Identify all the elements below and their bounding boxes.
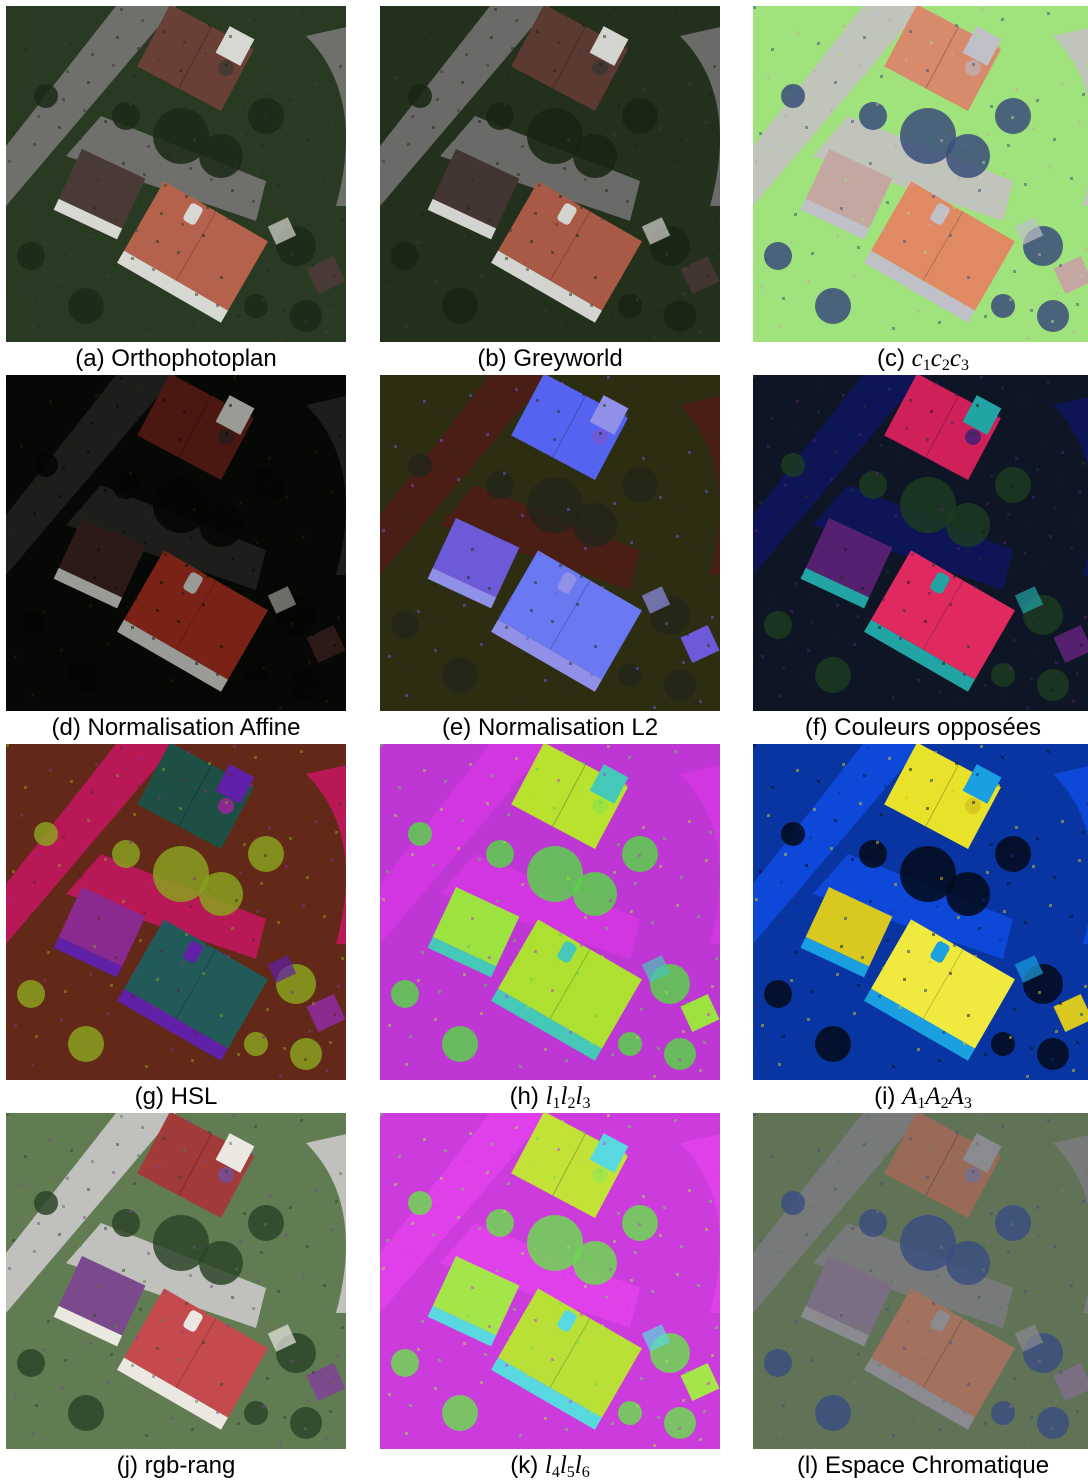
aerial-image bbox=[753, 744, 1088, 1080]
roof bbox=[137, 6, 254, 111]
math-symbol: c bbox=[911, 345, 923, 372]
panel-caption: (f) Couleurs opposées bbox=[733, 711, 1088, 745]
caption-math: A1A2A3 bbox=[902, 1083, 972, 1112]
caption-label: (c) bbox=[877, 345, 905, 372]
math-symbol: c bbox=[930, 345, 942, 372]
caption-text: HSL bbox=[170, 1083, 218, 1110]
roof bbox=[137, 744, 254, 849]
roof bbox=[884, 375, 1001, 480]
aerial-photo bbox=[380, 375, 720, 711]
roof bbox=[884, 744, 1001, 849]
roof bbox=[511, 1113, 628, 1218]
panel-caption: (g) HSL bbox=[0, 1080, 366, 1114]
aerial-image bbox=[380, 375, 720, 711]
aerial-image bbox=[6, 375, 346, 711]
caption-text: Greyworld bbox=[513, 345, 623, 372]
panel-caption: (k) l4l5l6 bbox=[360, 1449, 740, 1483]
aerial-image bbox=[753, 375, 1088, 711]
roof bbox=[511, 6, 628, 111]
math-subscript: 1 bbox=[552, 1095, 561, 1112]
aerial-photo bbox=[6, 6, 346, 342]
math-symbol: c bbox=[949, 345, 961, 372]
roof bbox=[511, 744, 628, 849]
aerial-image bbox=[753, 6, 1088, 342]
panel-caption: (e) Normalisation L2 bbox=[360, 711, 740, 745]
roof bbox=[137, 1113, 254, 1218]
math-symbol: l bbox=[559, 1452, 567, 1479]
math-subscript: 3 bbox=[963, 1095, 972, 1112]
caption-label: (i) bbox=[874, 1083, 896, 1110]
math-symbol: l bbox=[544, 1452, 552, 1479]
roof bbox=[137, 375, 254, 480]
panel-caption: (h) l1l2l3 bbox=[360, 1080, 740, 1114]
aerial-image bbox=[753, 1113, 1088, 1449]
panel-caption: (d) Normalisation Affine bbox=[0, 711, 366, 745]
caption-label: (e) bbox=[441, 714, 472, 741]
math-subscript: 5 bbox=[566, 1464, 575, 1481]
math-symbol: A bbox=[948, 1083, 964, 1110]
math-symbol: A bbox=[925, 1083, 941, 1110]
aerial-photo bbox=[753, 6, 1088, 342]
aerial-photo bbox=[6, 375, 346, 711]
caption-label: (l) bbox=[796, 1452, 819, 1479]
caption-label: (h) bbox=[509, 1083, 539, 1110]
caption-label: (k) bbox=[510, 1452, 539, 1479]
caption-label: (a) bbox=[75, 345, 105, 372]
caption-math: c1c2c3 bbox=[911, 345, 969, 374]
aerial-photo bbox=[753, 375, 1088, 711]
aerial-photo bbox=[380, 1113, 720, 1449]
math-subscript: 2 bbox=[940, 1095, 949, 1112]
caption-label: (j) bbox=[116, 1452, 138, 1479]
caption-label: (b) bbox=[477, 345, 507, 372]
aerial-photo bbox=[753, 744, 1088, 1080]
math-symbol: l bbox=[574, 1452, 582, 1479]
panel-caption: (b) Greyworld bbox=[360, 342, 740, 376]
math-symbol: l bbox=[545, 1083, 553, 1110]
caption-label: (d) bbox=[51, 714, 81, 741]
caption-label: (f) bbox=[804, 714, 828, 741]
caption-text: Normalisation L2 bbox=[477, 714, 659, 741]
roof bbox=[884, 1113, 1001, 1218]
aerial-image bbox=[6, 744, 346, 1080]
math-subscript: 6 bbox=[581, 1464, 590, 1481]
aerial-photo bbox=[6, 1113, 346, 1449]
math-subscript: 2 bbox=[941, 357, 950, 374]
panel-caption: (j) rgb-rang bbox=[0, 1449, 366, 1483]
caption-text: Orthophotoplan bbox=[111, 345, 277, 372]
math-subscript: 1 bbox=[922, 357, 931, 374]
caption-math: l1l2l3 bbox=[545, 1083, 591, 1112]
roof bbox=[884, 6, 1001, 111]
panel-caption: (a) Orthophotoplan bbox=[0, 342, 366, 376]
math-symbol: A bbox=[902, 1083, 918, 1110]
caption-text: Normalisation Affine bbox=[87, 714, 301, 741]
math-subscript: 4 bbox=[551, 1464, 560, 1481]
caption-text: Espace Chromatique bbox=[824, 1452, 1050, 1479]
roof bbox=[511, 375, 628, 480]
panel-caption: (c) c1c2c3 bbox=[733, 342, 1088, 376]
math-subscript: 1 bbox=[917, 1095, 926, 1112]
caption-text: rgb-rang bbox=[144, 1452, 236, 1479]
aerial-photo bbox=[380, 744, 720, 1080]
caption-label: (g) bbox=[134, 1083, 164, 1110]
math-symbol: l bbox=[575, 1083, 583, 1110]
aerial-image bbox=[380, 744, 720, 1080]
panel-caption: (i) A1A2A3 bbox=[733, 1080, 1088, 1114]
math-subscript: 3 bbox=[960, 357, 969, 374]
aerial-image bbox=[380, 6, 720, 342]
aerial-image bbox=[380, 1113, 720, 1449]
aerial-image bbox=[6, 6, 346, 342]
math-subscript: 3 bbox=[582, 1095, 591, 1112]
math-symbol: l bbox=[560, 1083, 568, 1110]
panel-caption: (l) Espace Chromatique bbox=[733, 1449, 1088, 1483]
math-subscript: 2 bbox=[567, 1095, 576, 1112]
aerial-photo bbox=[380, 6, 720, 342]
caption-text: Couleurs opposées bbox=[834, 714, 1042, 741]
caption-math: l4l5l6 bbox=[544, 1452, 590, 1481]
aerial-photo bbox=[753, 1113, 1088, 1449]
aerial-image bbox=[6, 1113, 346, 1449]
aerial-photo bbox=[6, 744, 346, 1080]
